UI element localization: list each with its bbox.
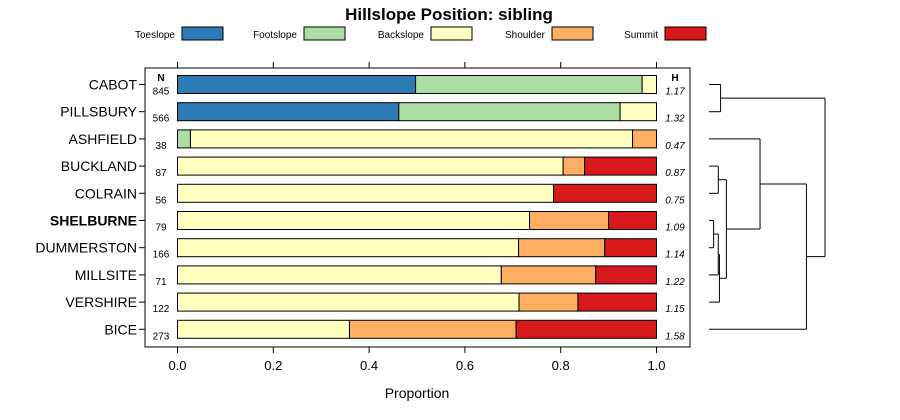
n-value-shelburne: 79 (155, 223, 167, 234)
legend-swatch-toeslope (181, 26, 224, 41)
row-label-millsite: MILLSITE (75, 267, 137, 283)
bar-dummerston-backslope (177, 238, 520, 258)
bar-vershire-shoulder (518, 292, 579, 312)
plot-frame (144, 67, 691, 348)
bar-buckland-backslope (177, 156, 564, 176)
h-value-vershire: 1.15 (665, 304, 685, 315)
h-column-header: H (671, 73, 678, 84)
bar-ashfield-backslope (189, 129, 634, 149)
legend-label-summit: Summit (624, 30, 658, 41)
bar-millsite-backslope (177, 265, 502, 285)
x-tick-label-4: 0.8 (552, 358, 570, 373)
legend-swatch-footslope (303, 26, 346, 41)
n-value-bice: 273 (153, 331, 170, 342)
row-label-bice: BICE (104, 321, 137, 337)
legend-label-toeslope: Toeslope (135, 30, 175, 41)
dendrogram (709, 84, 826, 330)
row-label-vershire: VERSHIRE (65, 294, 137, 310)
bar-colrain-backslope (177, 183, 555, 203)
h-value-bice: 1.58 (665, 331, 685, 342)
bar-bice-shoulder (348, 319, 517, 339)
row-label-pillsbury: PILLSBURY (60, 104, 137, 120)
x-tick-label-0: 0.0 (168, 358, 186, 373)
n-value-millsite: 71 (155, 277, 167, 288)
x-tick-label-2: 0.4 (360, 358, 378, 373)
legend: Toeslope Footslope Backslope Shoulder Summit (135, 26, 707, 41)
bar-cabot-footslope (415, 75, 643, 94)
bar-shelburne-backslope (177, 211, 531, 230)
bar-buckland-shoulder (562, 156, 586, 176)
bar-bice-backslope (177, 319, 350, 339)
h-value-shelburne: 1.09 (665, 223, 685, 234)
x-tick-label-5: 1.0 (647, 358, 665, 373)
legend-label-footslope: Footslope (253, 30, 297, 41)
bar-buckland-summit (584, 156, 658, 176)
row-label-cabot: CABOT (89, 77, 138, 93)
x-tick-label-3: 0.6 (456, 358, 474, 373)
bar-dummerston-shoulder (518, 238, 606, 258)
legend-swatch-shoulder (551, 26, 594, 41)
bar-ashfield-shoulder (632, 129, 657, 149)
bar-shelburne-summit (608, 211, 657, 230)
h-value-millsite: 1.22 (665, 277, 685, 288)
h-value-cabot: 1.17 (665, 87, 685, 98)
row-label-ashfield: ASHFIELD (69, 131, 137, 147)
n-value-colrain: 56 (155, 195, 167, 206)
bar-pillsbury-backslope (619, 102, 658, 122)
row-label-shelburne: SHELBURNE (50, 213, 137, 229)
bar-bice-summit (515, 319, 658, 339)
x-axis-label: Proportion (385, 385, 450, 401)
x-tick-label-1: 0.2 (264, 358, 282, 373)
bar-colrain-summit (553, 183, 658, 203)
bar-millsite-shoulder (500, 265, 597, 285)
bar-millsite-summit (595, 265, 657, 285)
row-label-buckland: BUCKLAND (61, 158, 137, 174)
bar-pillsbury-footslope (398, 102, 621, 122)
n-value-pillsbury: 566 (153, 114, 170, 125)
bar-shelburne-shoulder (529, 211, 610, 230)
n-column-header: N (157, 73, 164, 84)
bar-dummerston-summit (604, 238, 658, 258)
n-value-vershire: 122 (153, 304, 170, 315)
bar-cabot-toeslope (177, 75, 417, 94)
bar-ashfield-footslope (177, 129, 191, 149)
n-value-ashfield: 38 (155, 141, 167, 152)
row-label-colrain: COLRAIN (75, 185, 137, 201)
plot-area: 0.0 0.2 0.4 0.6 0.8 1.0 N H CABOT 845 1.17 PILLSBUR… (35, 62, 691, 373)
h-value-ashfield: 0.47 (665, 141, 685, 152)
bar-pillsbury-toeslope (177, 102, 400, 122)
bar-cabot-backslope (641, 75, 658, 94)
h-value-dummerston: 1.14 (665, 250, 685, 261)
n-value-cabot: 845 (153, 87, 170, 98)
h-value-colrain: 0.75 (665, 195, 685, 206)
h-value-buckland: 0.87 (665, 168, 685, 179)
n-value-buckland: 87 (155, 168, 167, 179)
legend-swatch-backslope (430, 26, 473, 41)
legend-swatch-summit (664, 26, 707, 41)
chart-title: Hillslope Position: sibling (345, 5, 553, 24)
h-value-pillsbury: 1.32 (665, 114, 685, 125)
bar-vershire-backslope (177, 292, 520, 312)
row-label-dummerston: DUMMERSTON (35, 240, 137, 256)
n-value-dummerston: 166 (153, 250, 170, 261)
bar-vershire-summit (577, 292, 657, 312)
legend-label-backslope: Backslope (378, 30, 425, 41)
legend-label-shoulder: Shoulder (505, 30, 546, 41)
